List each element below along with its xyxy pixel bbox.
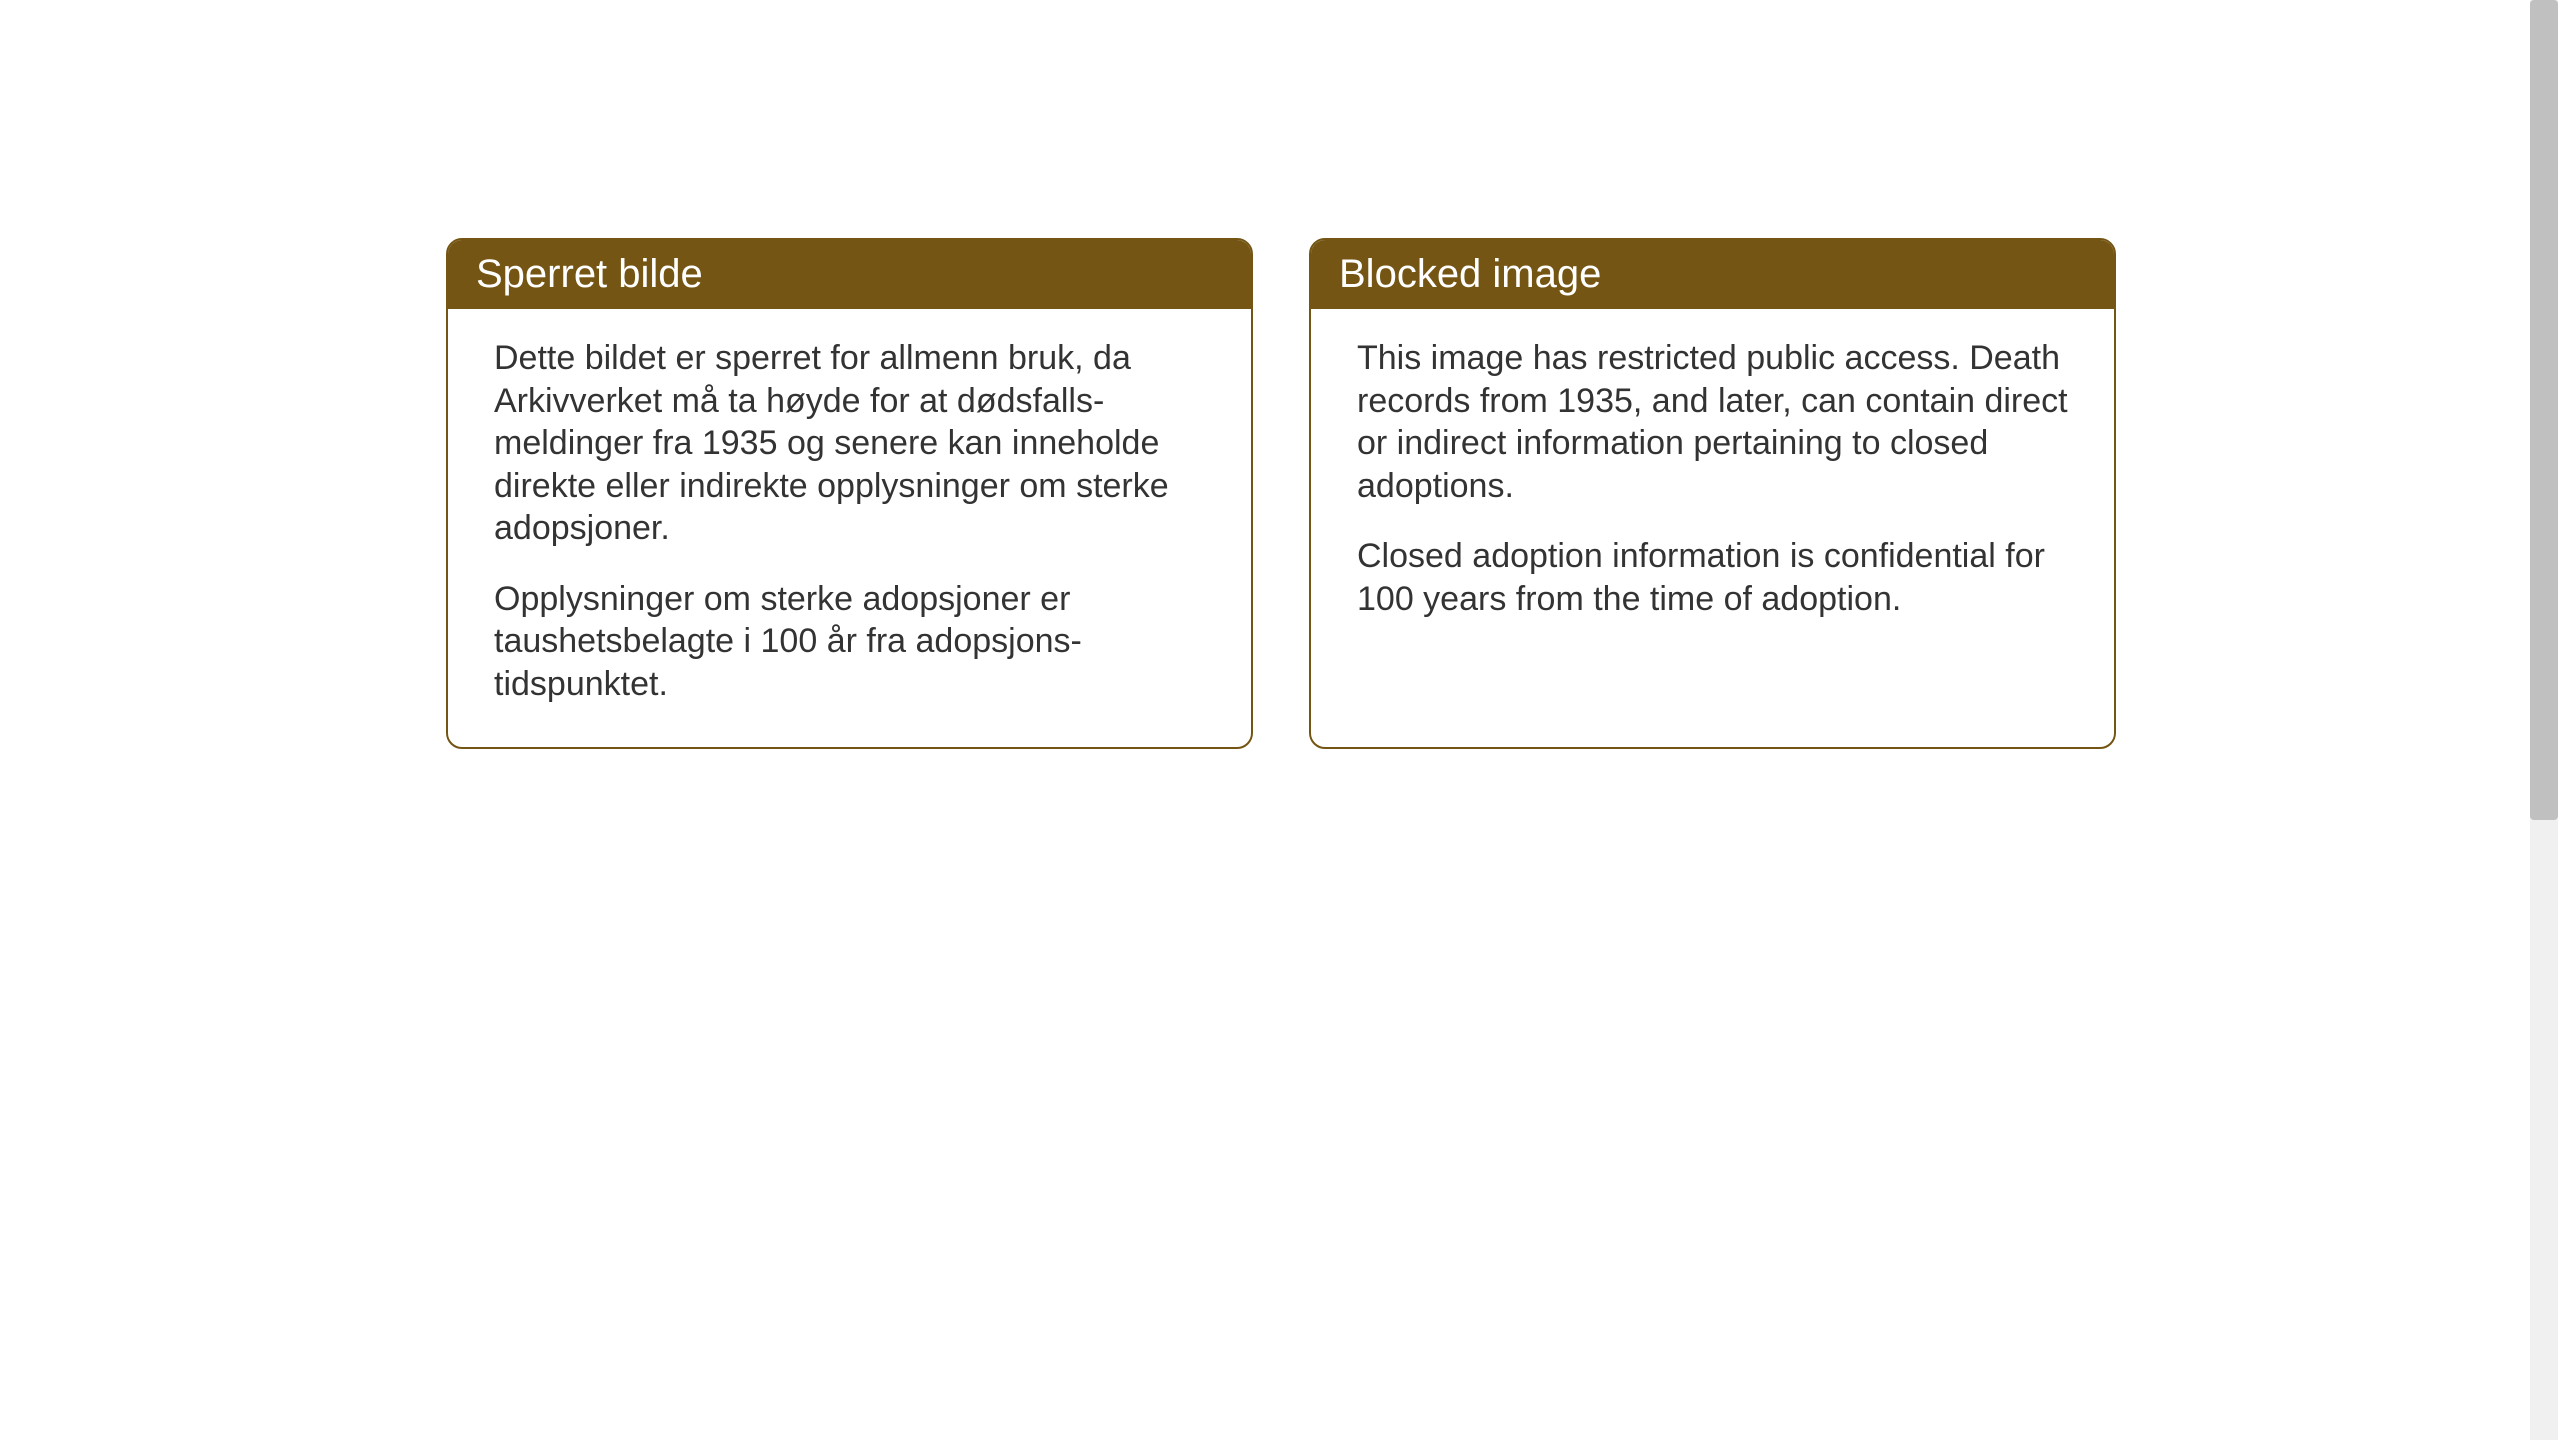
card-paragraph-english-2: Closed adoption information is confident…: [1357, 535, 2068, 620]
card-body-english: This image has restricted public access.…: [1311, 309, 2114, 662]
card-header-norwegian: Sperret bilde: [448, 240, 1251, 309]
card-paragraph-norwegian-1: Dette bildet er sperret for allmenn bruk…: [494, 337, 1205, 550]
card-body-norwegian: Dette bildet er sperret for allmenn bruk…: [448, 309, 1251, 747]
card-header-english: Blocked image: [1311, 240, 2114, 309]
notice-card-norwegian: Sperret bilde Dette bildet er sperret fo…: [446, 238, 1253, 749]
card-paragraph-english-1: This image has restricted public access.…: [1357, 337, 2068, 507]
notice-card-english: Blocked image This image has restricted …: [1309, 238, 2116, 749]
scrollbar-thumb[interactable]: [2530, 0, 2558, 820]
notice-cards-container: Sperret bilde Dette bildet er sperret fo…: [446, 238, 2116, 749]
card-paragraph-norwegian-2: Opplysninger om sterke adopsjoner er tau…: [494, 578, 1205, 706]
card-title-norwegian: Sperret bilde: [476, 252, 703, 296]
card-title-english: Blocked image: [1339, 252, 1601, 296]
